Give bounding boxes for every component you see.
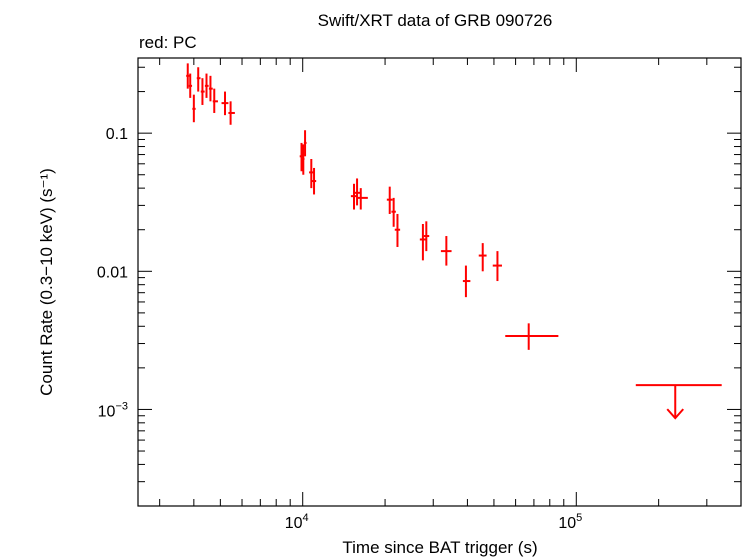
data-point — [188, 73, 193, 98]
chart-subtitle: red: PC — [139, 33, 197, 52]
data-point — [440, 236, 452, 266]
data-point — [204, 73, 209, 98]
data-point — [302, 144, 305, 175]
y-tick-label: 10−3 — [98, 400, 128, 420]
upper-limit — [635, 384, 722, 420]
data-points — [186, 63, 722, 420]
data-point — [303, 130, 307, 157]
data-point — [311, 167, 317, 195]
data-point — [208, 75, 213, 102]
data-point — [478, 243, 487, 272]
data-point — [391, 197, 396, 227]
data-point — [492, 251, 502, 282]
tick-labels: 104 105 0.1 0.01 10−3 — [97, 126, 582, 532]
data-point — [196, 67, 201, 92]
x-tick-label: 105 — [558, 512, 582, 532]
x-tick-label: 104 — [285, 512, 309, 532]
data-point — [350, 183, 358, 210]
data-point — [357, 188, 368, 210]
axis-ticks — [138, 58, 742, 507]
data-point — [462, 265, 471, 298]
data-point — [221, 91, 229, 116]
data-point — [423, 221, 430, 252]
data-point — [192, 94, 196, 123]
chart-title: Swift/XRT data of GRB 090726 — [318, 11, 553, 30]
data-point — [419, 223, 426, 261]
data-point — [394, 213, 401, 247]
data-point — [309, 159, 314, 189]
data-point — [228, 101, 235, 125]
data-point — [200, 78, 205, 105]
y-tick-label: 0.01 — [97, 264, 128, 281]
y-tick-label: 0.1 — [106, 126, 128, 143]
plot-frame — [137, 57, 742, 507]
x-axis-label: Time since BAT trigger (s) — [342, 538, 537, 557]
y-axis-label: Count Rate (0.3−10 keV) (s⁻¹) — [37, 168, 56, 396]
data-point — [505, 323, 559, 350]
upper-limit-arrow-head — [666, 408, 684, 420]
data-point — [212, 88, 218, 113]
data-point — [354, 178, 361, 206]
data-point — [386, 186, 393, 214]
